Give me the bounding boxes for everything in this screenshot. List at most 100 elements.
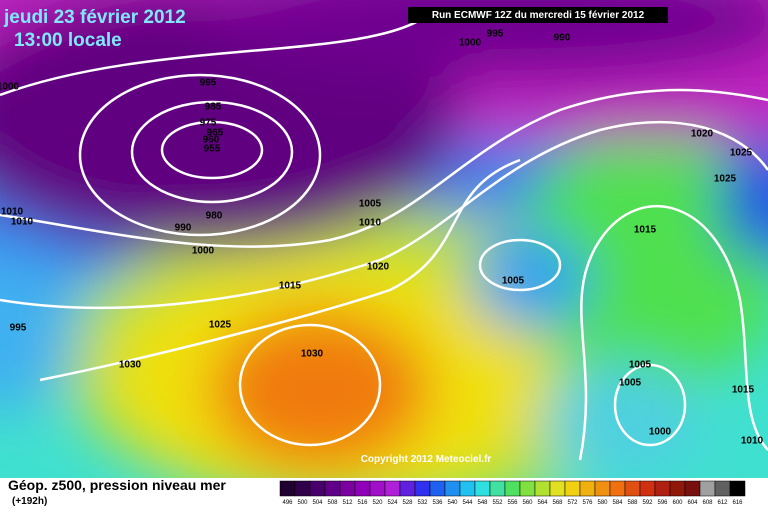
scale-label: 564 — [537, 500, 548, 506]
scale-label: 588 — [627, 500, 638, 506]
scale-label: 576 — [582, 500, 593, 506]
isobar-label: 1000 — [0, 82, 20, 93]
scale-label: 560 — [522, 500, 533, 506]
isobar-label: 1005 — [619, 378, 642, 389]
scale-label: 504 — [312, 500, 323, 506]
isobar-label: 995 — [200, 78, 217, 89]
isobar-label: 990 — [175, 223, 192, 234]
legend-title: Géop. z500, pression niveau mer — [8, 477, 226, 493]
scale-label: 616 — [732, 500, 743, 506]
scale-swatch — [699, 480, 716, 497]
scale-label: 592 — [642, 500, 653, 506]
isobar-label: 1015 — [634, 225, 657, 236]
scale-label: 532 — [417, 500, 428, 506]
isobar-label: 960 — [203, 135, 220, 146]
isobar-label: 1005 — [359, 199, 382, 210]
scale-swatch — [549, 480, 566, 497]
scale-swatch — [309, 480, 326, 497]
isobar-label: 980 — [206, 211, 223, 222]
scale-label: 572 — [567, 500, 578, 506]
scale-swatch — [594, 480, 611, 497]
scale-swatch — [669, 480, 686, 497]
color-scale: 496 500 504 508 512 516 520 524 528 532 536 540 544 5… — [279, 480, 746, 506]
isobar-label: 975 — [200, 118, 217, 129]
scale-label: 520 — [372, 500, 383, 506]
scale-swatch — [354, 480, 371, 497]
isobar-label: 985 — [205, 102, 222, 113]
scale-swatch — [609, 480, 626, 497]
scale-label: 496 — [282, 500, 293, 506]
scale-swatch — [579, 480, 596, 497]
isobar-label: 1010 — [741, 436, 764, 447]
scale-label: 608 — [702, 500, 713, 506]
isobar-label: 1005 — [629, 360, 652, 371]
isobar-label: 1000 — [649, 427, 672, 438]
scale-swatch — [384, 480, 401, 497]
isobar-label: 1000 — [192, 246, 215, 257]
scale-label: 612 — [717, 500, 728, 506]
isobar-label: 1000 — [459, 38, 482, 49]
isobar-label: 1030 — [119, 360, 142, 371]
scale-swatch — [279, 480, 296, 497]
scale-label: 528 — [402, 500, 413, 506]
scale-swatch — [369, 480, 386, 497]
scale-swatch — [519, 480, 536, 497]
scale-swatch — [339, 480, 356, 497]
scale-swatch — [534, 480, 551, 497]
scale-label: 596 — [657, 500, 668, 506]
time-title: 13:00 locale — [14, 30, 122, 51]
scale-swatch — [294, 480, 311, 497]
isobar-label: 995 — [10, 323, 27, 334]
copyright: Copyright 2012 Meteociel.fr — [361, 454, 492, 465]
isobar-label: 1015 — [279, 281, 302, 292]
scale-label: 512 — [342, 500, 353, 506]
scale-label: 516 — [357, 500, 368, 506]
isobar-label: 1020 — [691, 129, 714, 140]
isobar-label: 1005 — [502, 276, 525, 287]
isobar-label: 1010 — [1, 207, 24, 218]
isobar-label: 1025 — [209, 320, 232, 331]
isobar-label: 965 — [207, 128, 224, 139]
scale-label: 568 — [552, 500, 563, 506]
scale-label: 604 — [687, 500, 698, 506]
scale-label: 536 — [432, 500, 443, 506]
scale-swatch — [429, 480, 446, 497]
scale-swatch — [729, 480, 746, 497]
isobar-label: 955 — [204, 144, 221, 155]
scale-label: 552 — [492, 500, 503, 506]
isobar-label: 1010 — [11, 217, 34, 228]
scale-label: 580 — [597, 500, 608, 506]
scale-label: 584 — [612, 500, 623, 506]
run-box — [408, 7, 668, 23]
run-info: Run ECMWF 12Z du mercredi 15 février 201… — [432, 10, 645, 21]
scale-swatch — [459, 480, 476, 497]
scale-label: 544 — [462, 500, 473, 506]
scale-swatch — [684, 480, 701, 497]
scale-swatch — [399, 480, 416, 497]
scale-swatch — [654, 480, 671, 497]
scale-label: 548 — [477, 500, 488, 506]
scale-label: 600 — [672, 500, 683, 506]
legend-subtitle: (+192h) — [12, 496, 47, 507]
isobar-label: 1015 — [732, 385, 755, 396]
isobar-label: 1025 — [714, 174, 737, 185]
scale-label: 508 — [327, 500, 338, 506]
scale-swatch — [714, 480, 731, 497]
scale-swatch — [489, 480, 506, 497]
scale-label: 540 — [447, 500, 458, 506]
scale-swatch — [624, 480, 641, 497]
scale-swatch — [504, 480, 521, 497]
scale-swatch — [639, 480, 656, 497]
isobar-label: 1020 — [367, 262, 390, 273]
isobar-label: 1030 — [301, 349, 324, 360]
scale-swatch — [564, 480, 581, 497]
isobar-label: 1010 — [359, 218, 382, 229]
scale-swatch — [474, 480, 491, 497]
date-title: jeudi 23 février 2012 — [3, 7, 186, 28]
isobar-label: 990 — [554, 33, 571, 44]
scale-label: 524 — [387, 500, 398, 506]
isobar-label: 1025 — [730, 148, 753, 159]
